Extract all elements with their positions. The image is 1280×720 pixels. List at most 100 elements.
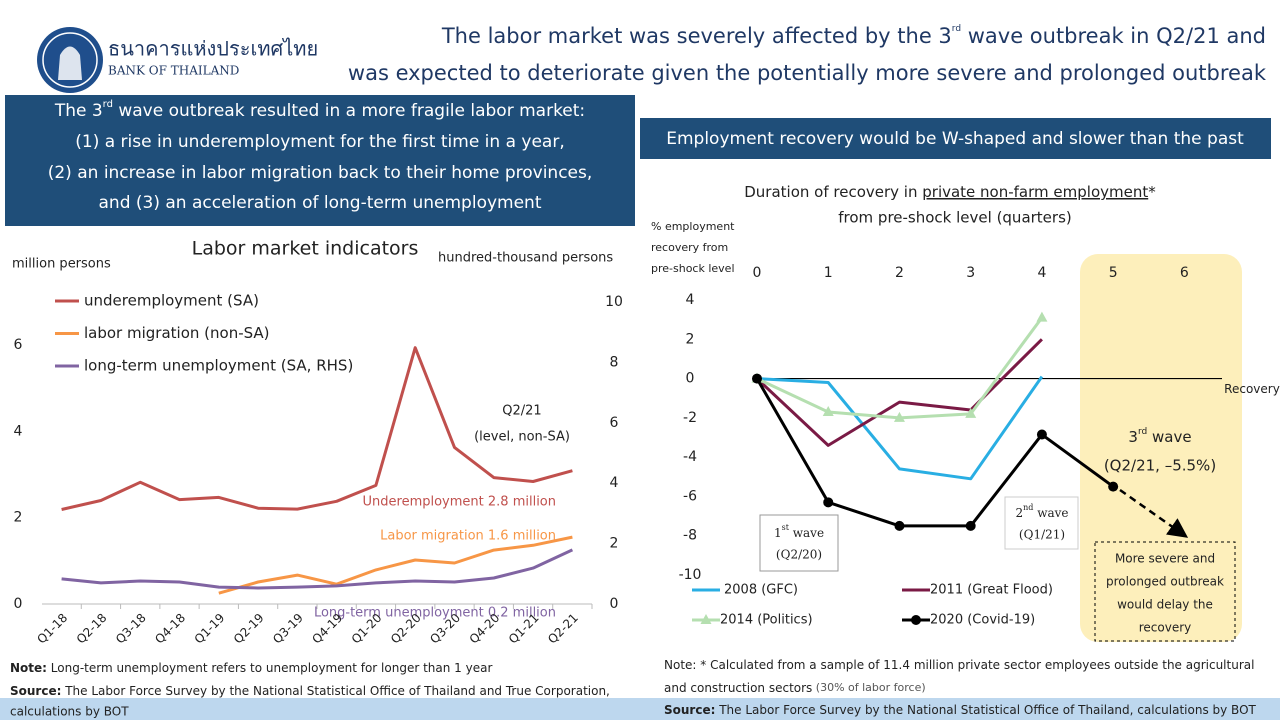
- note-label: Source:: [10, 684, 61, 698]
- annotation: recovery: [1139, 621, 1192, 635]
- annotation-sup: nd: [1023, 503, 1033, 512]
- legend-label: 2014 (Politics): [720, 613, 813, 628]
- legend-label: long-term unemployment (SA, RHS): [84, 357, 353, 375]
- series-line: [61, 346, 573, 511]
- left-box-text: The 3rd wave outbreak resulted in a more…: [48, 99, 593, 213]
- note: Source: The Labor Force Survey by the Na…: [664, 703, 1257, 717]
- y-tick-label: 4: [686, 292, 695, 308]
- logo: ธนาคารแห่งประเทศไทย BANK OF THAILAND: [37, 27, 318, 93]
- x-tick-label: Q3-19: [270, 611, 306, 647]
- box-line: and (3) an acceleration of long-term une…: [99, 193, 542, 213]
- y-tick-label: 2: [686, 331, 695, 347]
- box-line: The 3rd wave outbreak resulted in a more…: [54, 99, 585, 121]
- note-text: (30% of labor force): [812, 681, 925, 694]
- legend-label: 2011 (Great Flood): [930, 583, 1053, 598]
- annotation-text: wave: [1147, 428, 1191, 446]
- y-axis-label: % employment: [651, 220, 735, 233]
- logo-figure: [58, 46, 82, 80]
- x-tick-label: Q4-18: [152, 611, 188, 647]
- series-line: [218, 535, 573, 595]
- point: [965, 407, 977, 418]
- x-tick-label: 3: [966, 265, 975, 281]
- right-box: [640, 118, 1271, 159]
- annotation: (Q2/20): [776, 548, 822, 562]
- point: [893, 411, 905, 422]
- notes-right: Note: * Calculated from a sample of 11.4…: [664, 658, 1257, 717]
- title-sup: rd: [952, 24, 961, 34]
- x-tick-label: 6: [1180, 265, 1189, 281]
- y2-tick-label: 2: [610, 536, 619, 552]
- annotation: (Q1/21): [1019, 528, 1065, 542]
- y2-tick-label: 8: [610, 354, 619, 370]
- y2-tick-label: 4: [610, 475, 619, 491]
- x-tick-label: 2: [895, 265, 904, 281]
- annotation: (level, non-SA): [474, 430, 570, 445]
- x-tick-label: Q1-18: [34, 611, 70, 647]
- annotation: 1st wave: [774, 523, 824, 540]
- note-text: and construction sectors: [664, 681, 812, 695]
- reference-label: Recovery: [1224, 382, 1280, 396]
- series-line: [61, 548, 574, 590]
- point: [822, 405, 834, 416]
- annotation-box: [1094, 541, 1236, 642]
- series-line: [755, 377, 1115, 528]
- annotation: Long-term unemployment 0.2 million: [314, 606, 556, 621]
- title-text: The labor market was severely affected b…: [441, 24, 952, 48]
- annotation-text: 1: [774, 526, 782, 540]
- point: [1036, 429, 1047, 440]
- note-label: Note:: [10, 661, 47, 675]
- annotation-text: wave: [789, 526, 824, 540]
- y2-tick-label: 6: [610, 415, 619, 431]
- box-sup: rd: [103, 99, 113, 110]
- note: and construction sectors (30% of labor f…: [664, 681, 926, 695]
- note: Note: Long-term unemployment refers to u…: [10, 661, 492, 675]
- series-line: [755, 338, 1043, 447]
- annotation-text: wave: [1033, 506, 1068, 520]
- annotation-box: [1004, 496, 1079, 550]
- box-text: The 3: [54, 101, 103, 121]
- y-tick-label: 4: [14, 423, 23, 439]
- y-tick-label: 2: [14, 510, 23, 526]
- legend-label: 2020 (Covid-19): [930, 613, 1035, 628]
- note-text: The Labor Force Survey by the National S…: [61, 684, 609, 698]
- y-tick-label: 6: [14, 337, 23, 353]
- title-text: was expected to deteriorate given the po…: [348, 61, 1267, 85]
- y-axis-label: million persons: [12, 257, 111, 272]
- point: [1108, 481, 1119, 492]
- y-axis-label: pre-shock level: [651, 262, 735, 275]
- chart-title: Labor market indicators: [192, 238, 419, 260]
- y-tick-label: 0: [686, 371, 695, 387]
- note-text: The Labor Force Survey by the National S…: [715, 703, 1256, 717]
- point: [965, 520, 976, 531]
- legend-label: underemployment (SA): [84, 292, 259, 310]
- logo-en: BANK OF THAILAND: [108, 64, 239, 78]
- y-tick-label: -2: [683, 410, 697, 426]
- note: Source: The Labor Force Survey by the Na…: [10, 684, 610, 698]
- series-line: [756, 375, 1044, 481]
- annotation: Q2/21: [502, 404, 541, 419]
- x-tick-label: Q1-19: [192, 611, 228, 647]
- x-tick-label: 4: [1037, 265, 1046, 281]
- title-text: *: [1148, 183, 1156, 201]
- highlight-region: [1080, 254, 1242, 642]
- left-box: [5, 95, 635, 226]
- note-text: * Calculated from a sample of 11.4 milli…: [696, 658, 1254, 672]
- point: [1036, 311, 1048, 322]
- annotation: 2nd wave: [1015, 503, 1068, 520]
- x-tick-label: Q2-18: [74, 611, 110, 647]
- title-text: Duration of recovery in: [744, 183, 922, 201]
- x-tick-label: 5: [1109, 265, 1118, 281]
- x-tick-label: 0: [753, 265, 762, 281]
- title-text: wave outbreak in Q2/21 and: [961, 24, 1266, 48]
- right-box-title: Employment recovery would be W-shaped an…: [666, 129, 1244, 149]
- point: [752, 373, 762, 384]
- annotation: (Q2/21, –5.5%): [1104, 457, 1216, 475]
- x-tick-label: Q2-19: [231, 611, 267, 647]
- note-label: Note:: [664, 658, 696, 672]
- note-text: Long-term unemployment refers to unemplo…: [47, 661, 492, 675]
- y2-tick-label: 0: [610, 596, 619, 612]
- logo-ring: [42, 32, 98, 88]
- y-tick-label: -8: [683, 528, 697, 544]
